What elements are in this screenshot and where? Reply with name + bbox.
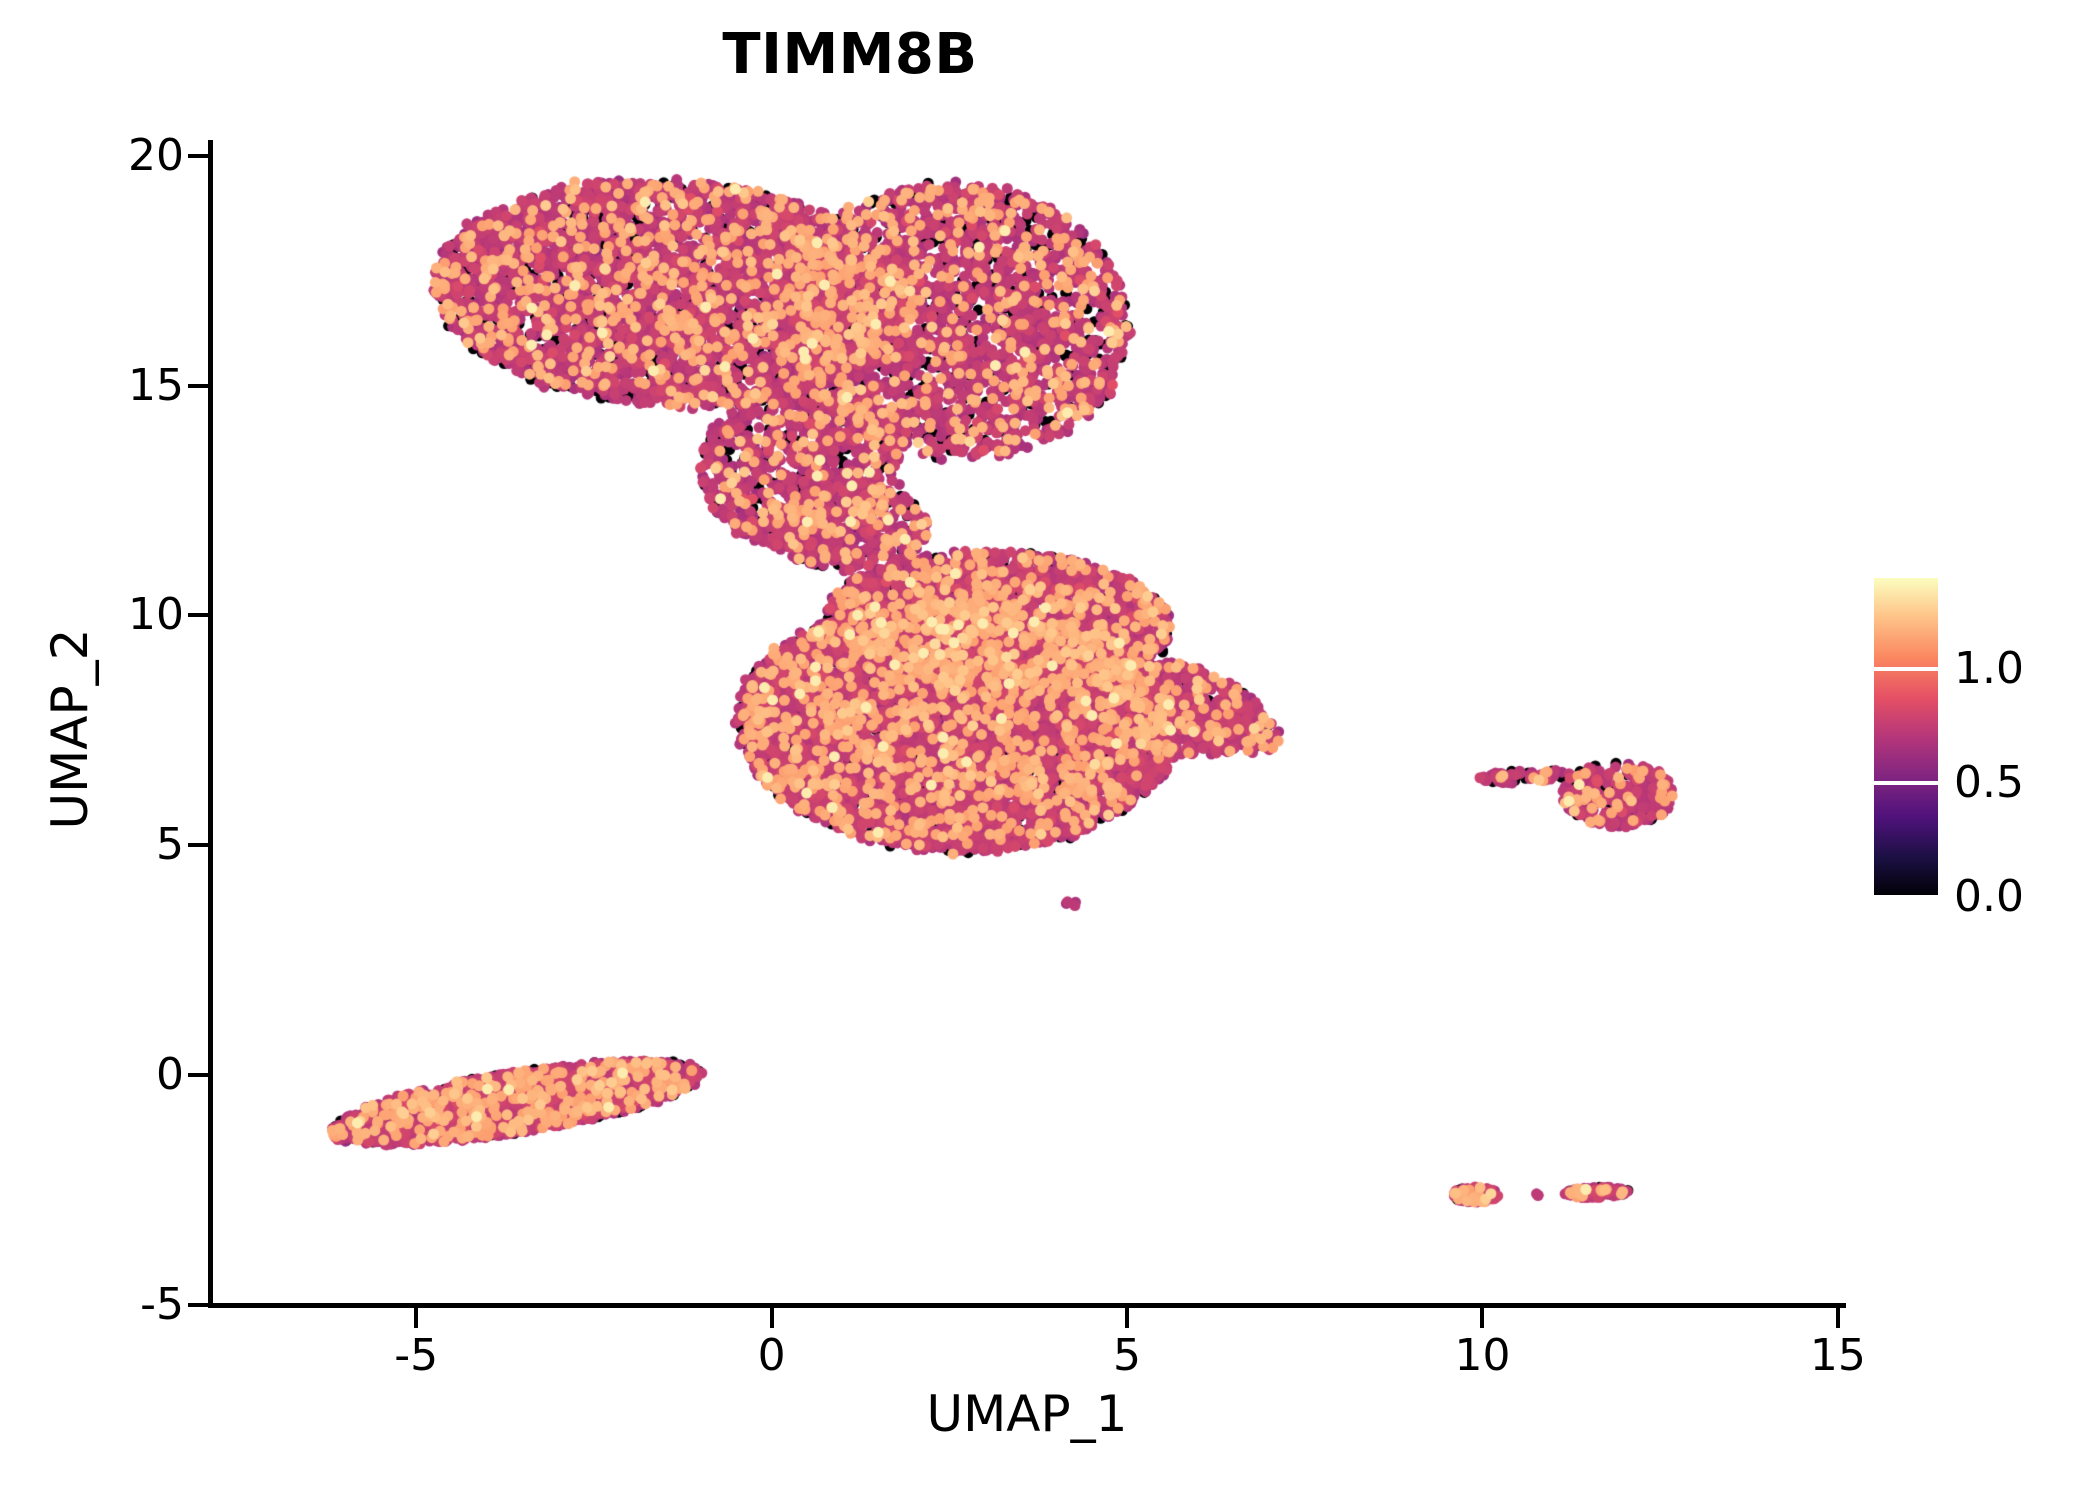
x-tick-mark	[1125, 1307, 1130, 1328]
x-tick-label: -5	[394, 1330, 439, 1381]
y-tick-label: 10	[128, 589, 184, 641]
x-tick-label: 10	[1454, 1330, 1511, 1381]
y-tick-mark	[188, 843, 209, 848]
x-tick-label: 0	[757, 1330, 786, 1381]
x-tick-mark	[414, 1307, 419, 1328]
colorbar-tick-label: 0.5	[1954, 757, 2024, 809]
y-tick-mark	[188, 153, 209, 158]
colorbar-gradient	[1874, 578, 1938, 897]
y-tick-mark	[188, 613, 209, 618]
colorbar-tick-label: 0.0	[1954, 871, 2024, 922]
y-tick-label: 20	[128, 129, 184, 181]
x-tick-label: 5	[1113, 1330, 1142, 1381]
x-tick-mark	[1835, 1307, 1840, 1328]
y-tick-label: -5	[140, 1279, 184, 1330]
x-tick-mark	[1480, 1307, 1485, 1328]
x-axis-spine	[208, 1303, 1846, 1308]
y-tick-mark	[188, 1073, 209, 1078]
x-axis-label: UMAP_1	[926, 1385, 1128, 1443]
colorbar-tick-mark	[1874, 781, 1938, 786]
colorbar: 0.0 0.5 1.0	[1874, 578, 2074, 919]
y-tick-label: 0	[156, 1049, 184, 1101]
y-tick-mark	[188, 383, 209, 388]
colorbar-tick-label: 1.0	[1954, 643, 2024, 695]
y-tick-label: 15	[128, 359, 184, 411]
y-tick-label: 5	[156, 819, 184, 871]
colorbar-tick-mark	[1874, 895, 1938, 899]
colorbar-tick-mark	[1874, 667, 1938, 672]
x-tick-mark	[769, 1307, 774, 1328]
y-axis-spine	[208, 140, 213, 1308]
y-tick-mark	[188, 1303, 209, 1307]
x-tick-label: 15	[1809, 1330, 1866, 1381]
y-axis-label: UMAP_2	[41, 628, 99, 830]
page-title: TIMM8B	[722, 22, 978, 87]
